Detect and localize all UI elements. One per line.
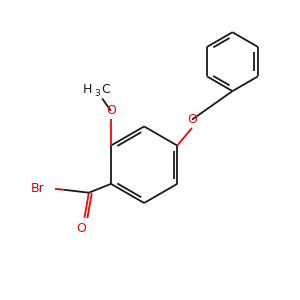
- Text: H: H: [82, 82, 92, 95]
- Text: O: O: [106, 104, 116, 117]
- Text: O: O: [187, 112, 197, 126]
- Text: O: O: [76, 222, 86, 235]
- Text: 3: 3: [95, 89, 100, 98]
- Text: Br: Br: [31, 182, 45, 195]
- Text: C: C: [101, 82, 110, 95]
